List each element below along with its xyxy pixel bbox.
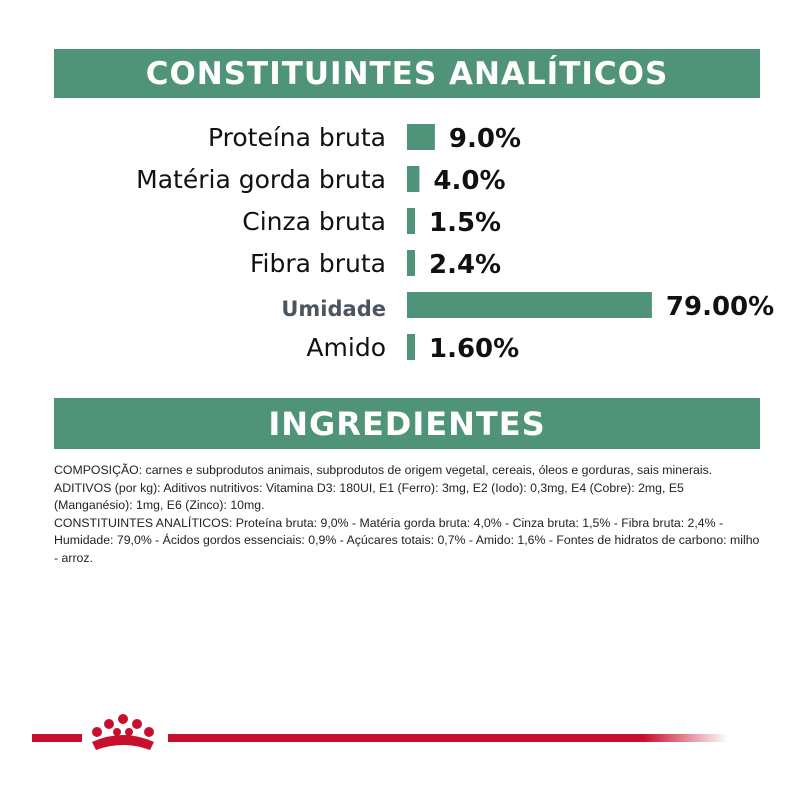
footer-rule-left: [32, 734, 82, 742]
bar-fibra-bruta: [407, 250, 415, 276]
category-label-materia-gorda-bruta: Matéria gorda bruta: [136, 165, 386, 194]
ingredients-title: INGREDIENTES: [268, 404, 546, 443]
constituents-paragraph: CONSTITUINTES ANALÍTICOS: Proteína bruta…: [54, 515, 760, 565]
nutrient-bar-chart: Proteína bruta 9.0% Matéria gorda bruta 4.0…: [136, 123, 774, 364]
category-label-proteina-bruta: Proteína bruta: [208, 123, 386, 152]
category-label-umidade: Umidade: [281, 297, 386, 321]
ingredients-header: INGREDIENTES: [54, 398, 760, 449]
value-label-cinza-bruta: 1.5%: [429, 208, 501, 238]
bar-materia-gorda-bruta: [407, 166, 420, 192]
value-label-umidade: 79.00%: [666, 292, 774, 322]
ingredients-text: COMPOSIÇÃO: carnes e subprodutos animais…: [54, 462, 760, 568]
analytic-constituents-header: CONSTITUINTES ANALÍTICOS: [54, 49, 760, 98]
category-label-amido: Amido: [306, 333, 386, 362]
composition-paragraph: COMPOSIÇÃO: carnes e subprodutos animais…: [54, 463, 713, 477]
category-label-fibra-bruta: Fibra bruta: [250, 249, 386, 278]
bar-cinza-bruta: [407, 208, 415, 234]
bar-amido: [407, 334, 415, 360]
crown-icon: [92, 714, 154, 750]
bar-proteina-bruta: [407, 124, 435, 150]
category-label-cinza-bruta: Cinza bruta: [242, 207, 386, 236]
value-label-amido: 1.60%: [429, 334, 519, 364]
value-label-materia-gorda-bruta: 4.0%: [433, 166, 505, 196]
bar-umidade: [407, 292, 652, 318]
value-label-fibra-bruta: 2.4%: [429, 250, 501, 280]
value-label-proteina-bruta: 9.0%: [449, 124, 521, 154]
analytic-constituents-title: CONSTITUINTES ANALÍTICOS: [145, 55, 669, 92]
footer-rule-right: [168, 734, 728, 742]
additives-paragraph: ADITIVOS (por kg): Aditivos nutritivos: …: [54, 480, 684, 513]
